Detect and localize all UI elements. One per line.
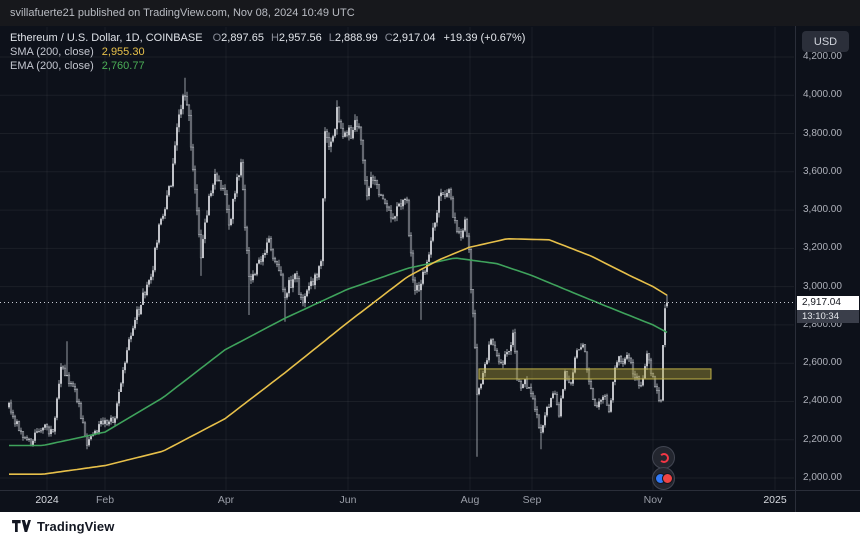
price-tick-label: 3,200.00 [803,242,842,254]
high-key: H [270,32,279,44]
sma-indicator-row[interactable]: SMA (200, close) 2,955.30 [10,45,525,59]
price-tick-label: 3,800.00 [803,127,842,139]
flag-reactions-icon[interactable] [652,467,675,490]
ema-label[interactable]: EMA (200, close) [10,60,94,72]
sma-value: 2,955.30 [101,46,145,58]
footer-bar: TradingView [0,512,860,540]
high-value: 2,957.56 [278,32,322,44]
open-key: O [212,32,222,44]
time-tick-label: Jun [339,494,357,506]
symbol-title[interactable]: Ethereum / U.S. Dollar, 1D, COINBASE [10,32,203,44]
reaction-bubbles [652,446,675,490]
red-flag-icon [661,473,673,484]
time-tick-label: Sep [522,494,542,506]
currency-toggle-button[interactable]: USD [802,31,849,52]
close-value: 2,917.04 [392,32,436,44]
time-tick-label: 2024 [35,494,59,506]
price-tick-label: 2,400.00 [803,395,842,407]
symbol-row[interactable]: Ethereum / U.S. Dollar, 1D, COINBASE O 2… [10,31,525,45]
time-tick-label: Feb [95,494,115,506]
published-meta-text: svillafuerte21 published on TradingView.… [10,7,355,19]
rocket-reaction-icon[interactable] [652,446,675,469]
flag-pair-icon [654,473,673,484]
countdown-label: 13:10:34 [797,309,859,323]
time-axis[interactable]: 2024 Feb Apr Jun Aug Sep Nov 2025 [0,490,796,512]
rocket-glyph-icon [658,452,669,463]
price-tick-label: 3,000.00 [803,280,842,292]
price-tick-label: 2,600.00 [803,357,842,369]
price-tick-label: 2,000.00 [803,472,842,483]
chart-legend: Ethereum / U.S. Dollar, 1D, COINBASE O 2… [10,31,525,73]
price-tick-label: 3,400.00 [803,204,842,216]
sma-label[interactable]: SMA (200, close) [10,46,94,58]
low-value: 2,888.99 [334,32,378,44]
time-tick-label: Apr [217,494,235,506]
time-tick-label: 2025 [763,494,787,506]
price-axis[interactable]: USD 2,917.04 13:10:34 4,200.00 4,000.00 3,… [796,26,860,490]
tradingview-logo-icon[interactable] [12,520,31,532]
price-tick-label: 2,800.00 [803,318,842,330]
price-tick-label: 4,200.00 [803,51,842,62]
price-tick-label: 3,600.00 [803,165,842,177]
time-tick-label: Nov [643,494,663,506]
ema-indicator-row[interactable]: EMA (200, close) 2,760.77 [10,59,525,73]
price-tick-label: 2,200.00 [803,433,842,445]
published-meta-bar: svillafuerte21 published on TradingView.… [0,0,860,26]
current-price-label: 2,917.04 [797,295,859,310]
price-tick-label: 4,000.00 [803,89,842,101]
close-key: C [384,32,393,44]
ema-value: 2,760.77 [101,60,145,72]
footer-brand[interactable]: TradingView [37,518,115,534]
low-key: L [328,32,335,44]
open-value: 2,897.65 [221,32,264,44]
change-value: +19.39 (+0.67%) [443,32,526,44]
highlight-zone[interactable] [478,368,712,380]
time-tick-label: Aug [460,494,480,506]
